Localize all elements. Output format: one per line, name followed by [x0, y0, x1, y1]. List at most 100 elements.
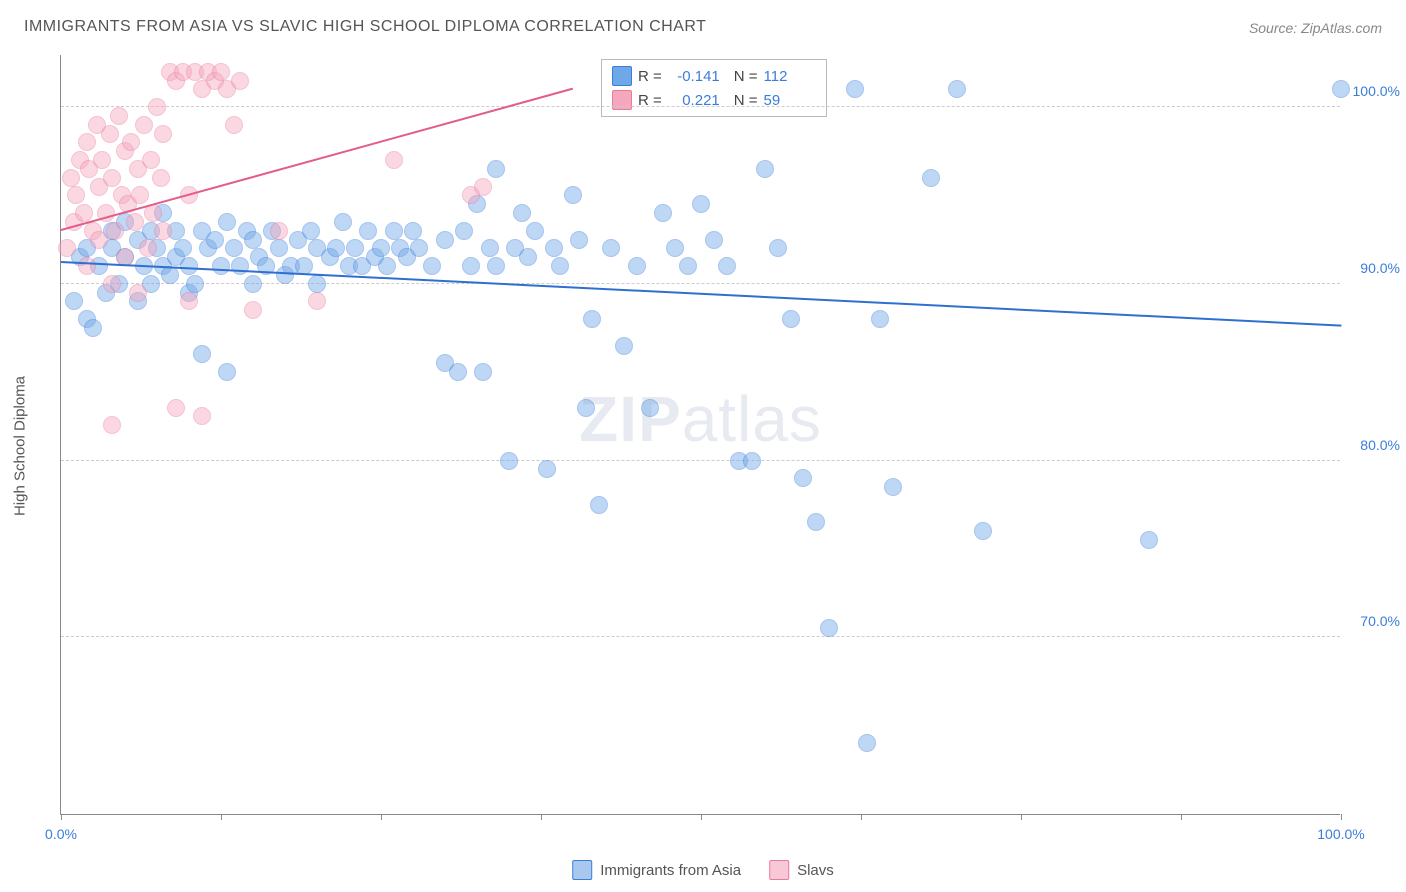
data-point [308, 292, 326, 310]
data-point [84, 319, 102, 337]
legend-swatch [612, 66, 632, 86]
data-point [545, 239, 563, 257]
legend-r-value: -0.141 [668, 68, 720, 85]
legend-label: Immigrants from Asia [600, 862, 741, 879]
y-axis-label: High School Diploma [12, 376, 29, 516]
data-point [782, 310, 800, 328]
data-point [139, 239, 157, 257]
data-point [270, 222, 288, 240]
data-point [462, 257, 480, 275]
x-tick [1021, 814, 1022, 820]
data-point [922, 169, 940, 187]
x-tick-label: 100.0% [1317, 826, 1364, 842]
data-point [302, 222, 320, 240]
bottom-legend: Immigrants from Asia Slavs [572, 860, 834, 880]
data-point [692, 195, 710, 213]
bottom-legend-item: Immigrants from Asia [572, 860, 741, 880]
data-point [564, 186, 582, 204]
data-point [884, 478, 902, 496]
data-point [67, 186, 85, 204]
data-point [481, 239, 499, 257]
x-tick [221, 814, 222, 820]
data-point [948, 80, 966, 98]
data-point [423, 257, 441, 275]
data-point [231, 257, 249, 275]
data-point [615, 337, 633, 355]
source-attribution: Source: ZipAtlas.com [1249, 20, 1382, 36]
data-point [871, 310, 889, 328]
data-point [551, 257, 569, 275]
legend-label: Slavs [797, 862, 834, 879]
data-point [62, 169, 80, 187]
legend-r-label: R = [638, 68, 662, 85]
data-point [206, 231, 224, 249]
legend-swatch [572, 860, 592, 880]
data-point [487, 257, 505, 275]
data-point [679, 257, 697, 275]
data-point [174, 239, 192, 257]
data-point [526, 222, 544, 240]
data-point [244, 301, 262, 319]
legend-row: R =0.221N =59 [612, 88, 816, 112]
data-point [78, 133, 96, 151]
data-point [129, 284, 147, 302]
legend-n-label: N = [734, 68, 758, 85]
data-point [186, 275, 204, 293]
data-point [449, 363, 467, 381]
correlation-legend: R =-0.141N =112R =0.221N =59 [601, 59, 827, 117]
data-point [474, 178, 492, 196]
data-point [225, 239, 243, 257]
data-point [334, 213, 352, 231]
data-point [474, 363, 492, 381]
data-point [385, 222, 403, 240]
data-point [1332, 80, 1350, 98]
data-point [131, 186, 149, 204]
data-point [577, 399, 595, 417]
data-point [103, 275, 121, 293]
data-point [103, 169, 121, 187]
data-point [110, 107, 128, 125]
data-point [455, 222, 473, 240]
x-tick [701, 814, 702, 820]
data-point [135, 116, 153, 134]
gridline [61, 636, 1340, 637]
data-point [154, 222, 172, 240]
data-point [487, 160, 505, 178]
x-tick [1341, 814, 1342, 820]
data-point [705, 231, 723, 249]
data-point [180, 292, 198, 310]
data-point [167, 399, 185, 417]
x-tick [1181, 814, 1182, 820]
data-point [628, 257, 646, 275]
data-point [122, 133, 140, 151]
gridline [61, 460, 1340, 461]
data-point [346, 239, 364, 257]
data-point [404, 222, 422, 240]
data-point [244, 231, 262, 249]
gridline [61, 106, 1340, 107]
y-tick-label: 90.0% [1345, 260, 1400, 276]
data-point [142, 151, 160, 169]
data-point [372, 239, 390, 257]
data-point [244, 275, 262, 293]
data-point [583, 310, 601, 328]
data-point [327, 239, 345, 257]
data-point [641, 399, 659, 417]
data-point [858, 734, 876, 752]
data-point [570, 231, 588, 249]
data-point [58, 239, 76, 257]
data-point [231, 72, 249, 90]
chart-title: IMMIGRANTS FROM ASIA VS SLAVIC HIGH SCHO… [24, 18, 706, 36]
data-point [212, 257, 230, 275]
data-point [106, 222, 124, 240]
data-point [152, 169, 170, 187]
data-point [666, 239, 684, 257]
data-point [225, 116, 243, 134]
data-point [769, 239, 787, 257]
data-point [654, 204, 672, 222]
data-point [101, 125, 119, 143]
data-point [538, 460, 556, 478]
data-point [93, 151, 111, 169]
data-point [193, 407, 211, 425]
legend-swatch [769, 860, 789, 880]
